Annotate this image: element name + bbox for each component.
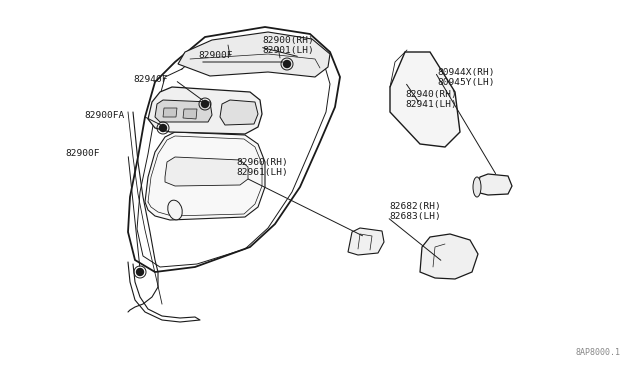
Text: 80944X(RH): 80944X(RH) <box>437 67 495 77</box>
Polygon shape <box>420 234 478 279</box>
Text: 82901(LH): 82901(LH) <box>262 45 314 55</box>
Ellipse shape <box>168 200 182 220</box>
Polygon shape <box>163 108 177 117</box>
Text: 82683(LH): 82683(LH) <box>389 212 441 221</box>
Circle shape <box>159 125 166 131</box>
Text: 82960(RH): 82960(RH) <box>236 157 288 167</box>
Circle shape <box>136 269 143 276</box>
Text: 82940(RH): 82940(RH) <box>405 90 457 99</box>
Polygon shape <box>148 87 262 134</box>
Polygon shape <box>145 132 265 220</box>
Text: 82961(LH): 82961(LH) <box>236 167 288 176</box>
Text: 80945Y(LH): 80945Y(LH) <box>437 77 495 87</box>
Circle shape <box>202 100 209 108</box>
Text: 82682(RH): 82682(RH) <box>389 202 441 212</box>
Polygon shape <box>477 174 512 195</box>
Text: 82900F: 82900F <box>198 51 232 61</box>
Polygon shape <box>390 52 460 147</box>
Text: 82941(LH): 82941(LH) <box>405 99 457 109</box>
Polygon shape <box>183 109 197 119</box>
Polygon shape <box>155 100 212 122</box>
Polygon shape <box>348 228 384 255</box>
Text: 82900FA: 82900FA <box>84 112 124 121</box>
Polygon shape <box>178 32 330 77</box>
Text: 8AP8000.1: 8AP8000.1 <box>575 348 620 357</box>
Text: 82940F: 82940F <box>133 76 168 84</box>
Polygon shape <box>220 100 258 125</box>
Text: 82900F: 82900F <box>65 150 99 158</box>
Text: 82900(RH): 82900(RH) <box>262 35 314 45</box>
Ellipse shape <box>473 177 481 197</box>
Circle shape <box>284 61 291 67</box>
Polygon shape <box>165 157 248 186</box>
